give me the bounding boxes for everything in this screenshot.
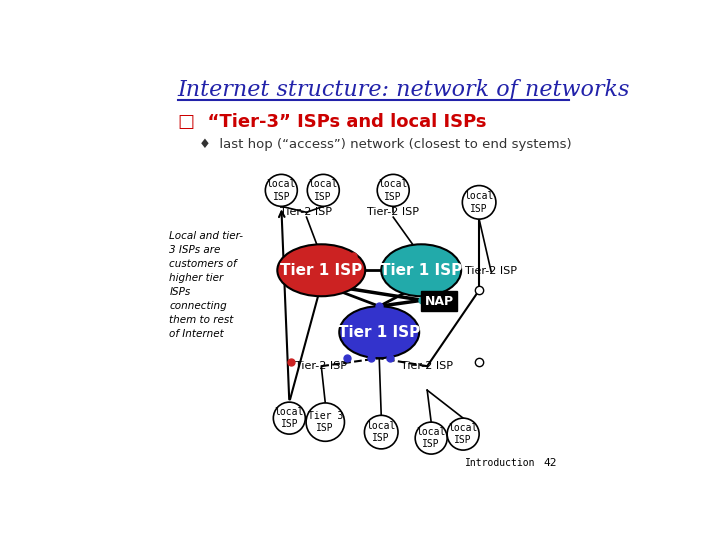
- Text: 42: 42: [544, 458, 557, 468]
- Text: Tier-2 ISP: Tier-2 ISP: [367, 207, 419, 217]
- Circle shape: [306, 403, 344, 441]
- Text: local
ISP: local ISP: [309, 179, 338, 201]
- Circle shape: [415, 422, 447, 454]
- Text: local
ISP: local ISP: [416, 427, 446, 449]
- Text: Tier-2 ISP: Tier-2 ISP: [401, 361, 453, 371]
- Text: Tier 3
ISP: Tier 3 ISP: [307, 411, 343, 433]
- Text: Introduction: Introduction: [464, 458, 535, 468]
- Text: □  “Tier-3” ISPs and local ISPs: □ “Tier-3” ISPs and local ISPs: [178, 113, 486, 131]
- Text: local
ISP: local ISP: [464, 191, 494, 213]
- Text: Tier 1 ISP: Tier 1 ISP: [380, 263, 462, 278]
- Text: local
ISP: local ISP: [266, 179, 296, 201]
- Circle shape: [447, 418, 479, 450]
- Text: Tier 1 ISP: Tier 1 ISP: [338, 325, 420, 340]
- Text: local
ISP: local ISP: [449, 423, 478, 445]
- Text: Tier-2 ISP: Tier-2 ISP: [281, 207, 333, 217]
- Text: local
ISP: local ISP: [379, 179, 408, 201]
- Circle shape: [462, 186, 496, 219]
- Text: ♦  last hop (“access”) network (closest to end systems): ♦ last hop (“access”) network (closest t…: [199, 138, 571, 151]
- Circle shape: [266, 174, 297, 206]
- Text: NAP: NAP: [424, 294, 454, 308]
- Text: Internet structure: network of networks: Internet structure: network of networks: [178, 79, 630, 102]
- Text: local
ISP: local ISP: [274, 407, 304, 429]
- Ellipse shape: [381, 244, 461, 296]
- Text: Tier 1 ISP: Tier 1 ISP: [280, 263, 362, 278]
- Circle shape: [364, 415, 398, 449]
- Text: Tier-2 ISP: Tier-2 ISP: [465, 266, 517, 276]
- Ellipse shape: [339, 306, 419, 358]
- Text: Tier-2 ISP: Tier-2 ISP: [295, 361, 347, 371]
- Ellipse shape: [277, 244, 365, 296]
- Text: local
ISP: local ISP: [366, 421, 396, 443]
- Text: Local and tier-
3 ISPs are
customers of
higher tier
ISPs
connecting
them to rest: Local and tier- 3 ISPs are customers of …: [169, 231, 243, 339]
- Circle shape: [377, 174, 409, 206]
- Circle shape: [274, 402, 305, 434]
- Circle shape: [307, 174, 339, 206]
